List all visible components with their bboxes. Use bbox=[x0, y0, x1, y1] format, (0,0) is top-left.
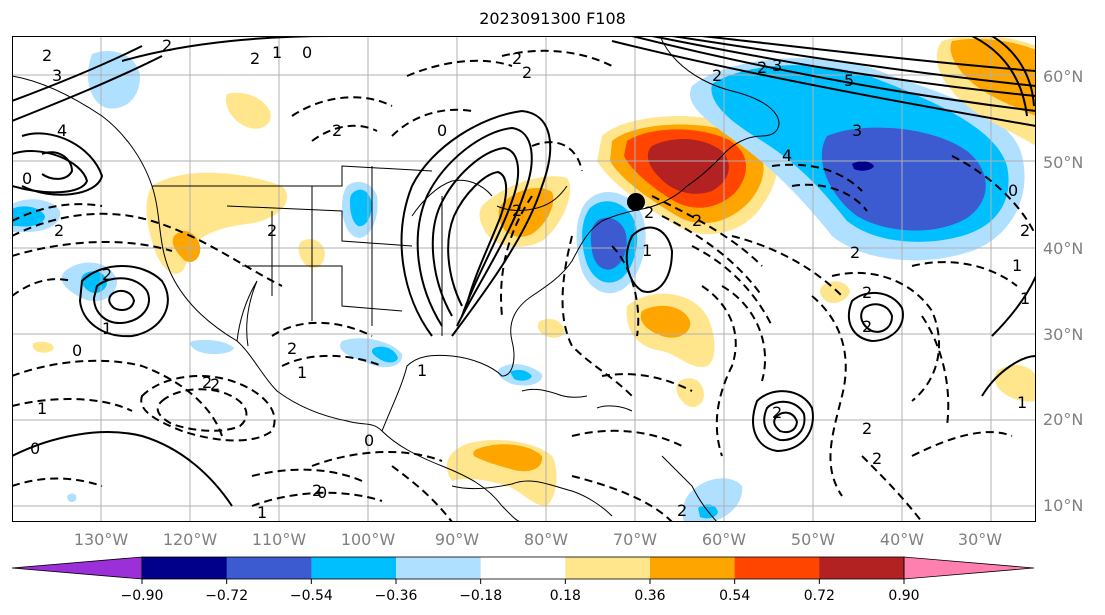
contour-label: 1 bbox=[102, 319, 112, 338]
colorbar-tick-label: 0.36 bbox=[634, 588, 665, 604]
colorbar-segments bbox=[11, 556, 1035, 580]
colorbar-segment bbox=[311, 557, 397, 579]
contour-label: 1 bbox=[1020, 289, 1030, 308]
contour-label: 4 bbox=[57, 121, 67, 140]
contour-label: 2 bbox=[644, 203, 654, 222]
colorbar-segment bbox=[396, 557, 482, 579]
contour-label: 2 bbox=[54, 221, 64, 240]
contour-label: 3 bbox=[852, 121, 862, 140]
colorbar-tick-label: 0.90 bbox=[888, 588, 919, 604]
contour-label: 0 bbox=[302, 43, 312, 62]
contour-label: 2 bbox=[102, 265, 112, 284]
contour-label: 3 bbox=[52, 66, 62, 85]
coastlines bbox=[12, 36, 780, 522]
colorbar-tick-label: −0.90 bbox=[121, 588, 164, 604]
contour-labels: 2 2 2 3 0 4 5 0 2 2 1 2 1 0 2 0 2 2 1 3 … bbox=[22, 36, 1030, 522]
contour-label: 2 bbox=[42, 46, 52, 65]
colorbar-outline bbox=[141, 556, 905, 580]
colorbar-tick-label: −0.36 bbox=[375, 588, 418, 604]
contour-label: 0 bbox=[72, 341, 82, 360]
colorbar-tick-label: −0.54 bbox=[290, 588, 333, 604]
contour-label: 2 bbox=[862, 317, 872, 336]
colorbar-segment bbox=[565, 557, 651, 579]
colorbar-extend-min bbox=[11, 556, 143, 580]
colorbar-ticks: −0.90 −0.72 −0.54 −0.36 −0.18 0.18 0.36 0.54 0.7… bbox=[121, 579, 920, 604]
contour-label: 0 bbox=[317, 483, 327, 502]
contour-label: 1 bbox=[642, 241, 652, 260]
solid-contours bbox=[12, 36, 1036, 507]
contour-label: 2 bbox=[677, 501, 687, 520]
contour-label: 2 bbox=[1020, 221, 1030, 240]
contour-label: 2 bbox=[712, 66, 722, 85]
colorbar-tick-label: 0.72 bbox=[804, 588, 835, 604]
graticule bbox=[12, 36, 1036, 522]
colorbar-segment bbox=[819, 557, 905, 579]
lat-label: 20°N bbox=[1043, 410, 1083, 429]
contour-label: 2 bbox=[522, 63, 532, 82]
contour-label: 2 bbox=[757, 58, 767, 77]
contour-label: 2 bbox=[862, 419, 872, 438]
contour-label: 2 bbox=[210, 375, 220, 394]
map-panel: 2 2 2 3 0 4 5 0 2 2 1 2 1 0 2 0 2 2 1 3 … bbox=[12, 36, 1036, 522]
colorbar-segment bbox=[734, 557, 820, 579]
contour-label: 2 bbox=[512, 201, 522, 220]
location-marker bbox=[627, 193, 645, 211]
contour-label: 0 bbox=[1008, 181, 1018, 200]
contour-label: 0 bbox=[437, 121, 447, 140]
contour-label: 0 bbox=[30, 439, 40, 458]
colorbar-segment bbox=[480, 557, 566, 579]
contour-label: 1 bbox=[272, 43, 282, 62]
lat-label: 50°N bbox=[1043, 153, 1083, 172]
contour-label: 0 bbox=[364, 431, 374, 450]
contour-label: 1 bbox=[1017, 393, 1027, 412]
contour-label: 2 bbox=[692, 211, 702, 230]
contour-label: 2 bbox=[312, 481, 322, 500]
contour-label: 2 bbox=[267, 221, 277, 240]
contour-label: 1 bbox=[417, 361, 427, 380]
lat-label: 60°N bbox=[1043, 67, 1083, 86]
contour-label: 2 bbox=[162, 36, 172, 55]
contour-label: 5 bbox=[844, 71, 854, 90]
negative-anomaly-south bbox=[682, 478, 743, 522]
latitude-labels: 60°N 50°N 40°N 30°N 20°N 10°N bbox=[1043, 67, 1083, 515]
contour-label: 2 bbox=[772, 403, 782, 422]
contour-label: 1 bbox=[37, 399, 47, 418]
contour-label: 2 bbox=[872, 449, 882, 468]
height-contours bbox=[12, 36, 1036, 522]
dashed-contours bbox=[12, 49, 1036, 522]
colorbar-tick-label: 0.54 bbox=[719, 588, 750, 604]
colorbar-tick-label: −0.18 bbox=[459, 588, 502, 604]
contour-label: 2 bbox=[512, 49, 522, 68]
contour-label: 1 bbox=[257, 503, 267, 522]
contour-label: 1 bbox=[297, 363, 307, 382]
colorbar-extend-max bbox=[903, 556, 1035, 580]
map-frame bbox=[12, 36, 1036, 522]
shaded-anomaly-fields bbox=[12, 36, 1036, 522]
contour-label: 0 bbox=[22, 169, 32, 188]
lat-label: 40°N bbox=[1043, 239, 1083, 258]
contour-label: 2 bbox=[250, 49, 260, 68]
contour-label: 2 bbox=[287, 339, 297, 358]
colorbar-tick-label: 0.18 bbox=[550, 588, 581, 604]
contour-label: 4 bbox=[782, 146, 792, 165]
colorbar-tick-label: −0.72 bbox=[205, 588, 248, 604]
colorbar-segment bbox=[226, 557, 312, 579]
contour-label: 3 bbox=[772, 56, 782, 75]
contour-label: 2 bbox=[202, 373, 212, 392]
colorbar-segment bbox=[142, 557, 228, 579]
colorbar-segment bbox=[650, 557, 736, 579]
colorbar: −0.90 −0.72 −0.54 −0.36 −0.18 0.18 0.36 0.54 0.7… bbox=[11, 556, 1035, 604]
contour-label: 1 bbox=[1012, 256, 1022, 275]
contour-label: 2 bbox=[862, 283, 872, 302]
lat-label: 10°N bbox=[1043, 496, 1083, 515]
map-title: 2023091300 F108 bbox=[479, 9, 626, 28]
lat-label: 30°N bbox=[1043, 325, 1083, 344]
contour-label: 2 bbox=[332, 121, 342, 140]
contour-label: 2 bbox=[850, 243, 860, 262]
